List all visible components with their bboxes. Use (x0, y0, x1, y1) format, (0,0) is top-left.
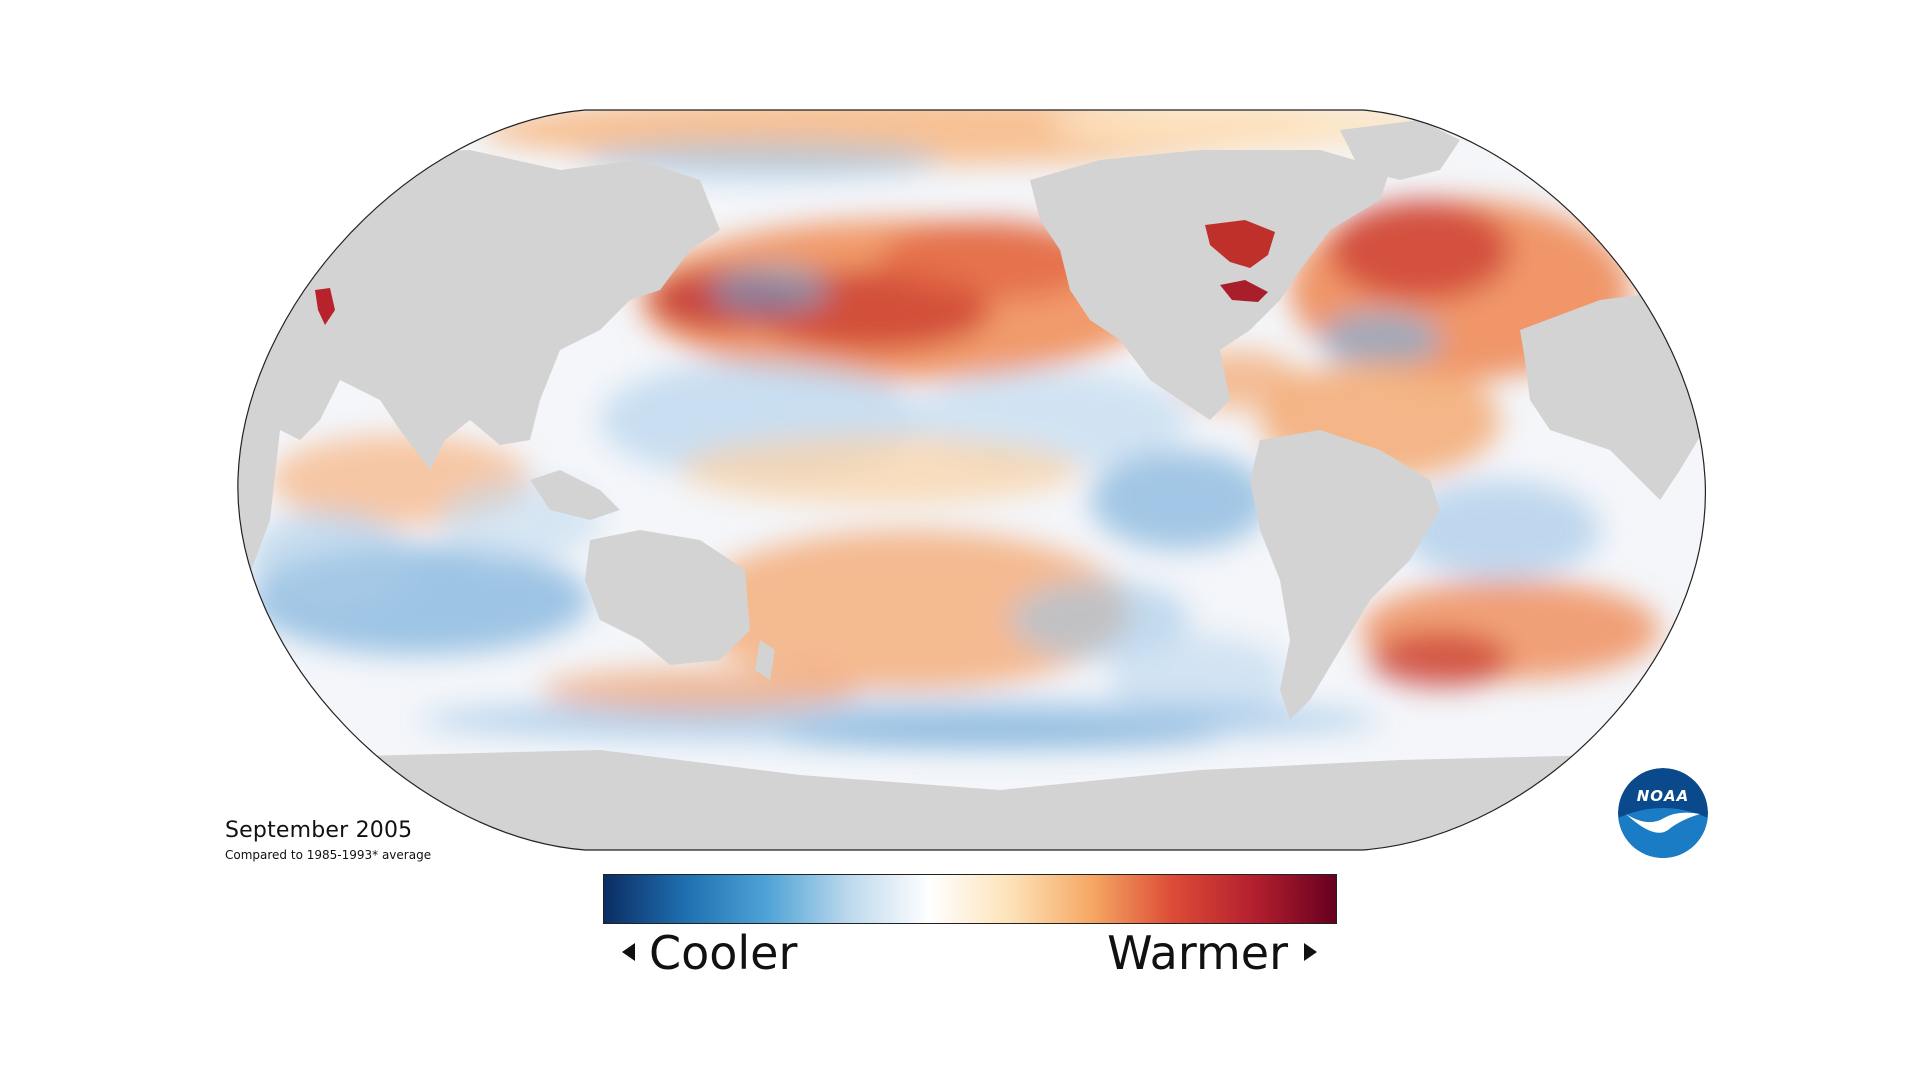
great-lakes-anomaly (1220, 280, 1268, 302)
noaa-bird-logo-icon (1618, 768, 1708, 858)
land-africa-west (1520, 290, 1706, 500)
left-arrow-icon (622, 943, 635, 961)
land-north-america (1030, 150, 1390, 420)
noaa-logo-text: NOAA (1636, 787, 1690, 805)
land-australia (585, 530, 750, 665)
noaa-logo: NOAA (1618, 768, 1708, 858)
caspian-anomaly (315, 288, 335, 325)
map-title: September 2005 (225, 818, 413, 843)
map-subtitle: Compared to 1985-1993* average (225, 848, 432, 862)
land-antarctica (237, 750, 1706, 850)
land-indonesia (530, 470, 620, 520)
color-scale-bar (603, 874, 1337, 924)
hudson-bay-anomaly (1205, 220, 1275, 268)
right-arrow-icon (1304, 943, 1317, 961)
cooler-label-group: Cooler (622, 930, 797, 976)
warmer-label-group: Warmer (1107, 930, 1317, 976)
cooler-label: Cooler (649, 926, 798, 980)
land-new-zealand (755, 640, 775, 680)
warmer-label: Warmer (1107, 926, 1288, 980)
land-greenland (1340, 120, 1460, 180)
land-eurasia-west (240, 150, 720, 470)
land-africa-east (237, 360, 280, 610)
globe-outline (237, 109, 1706, 851)
land-masses (237, 120, 1706, 850)
land-south-america (1250, 430, 1440, 720)
